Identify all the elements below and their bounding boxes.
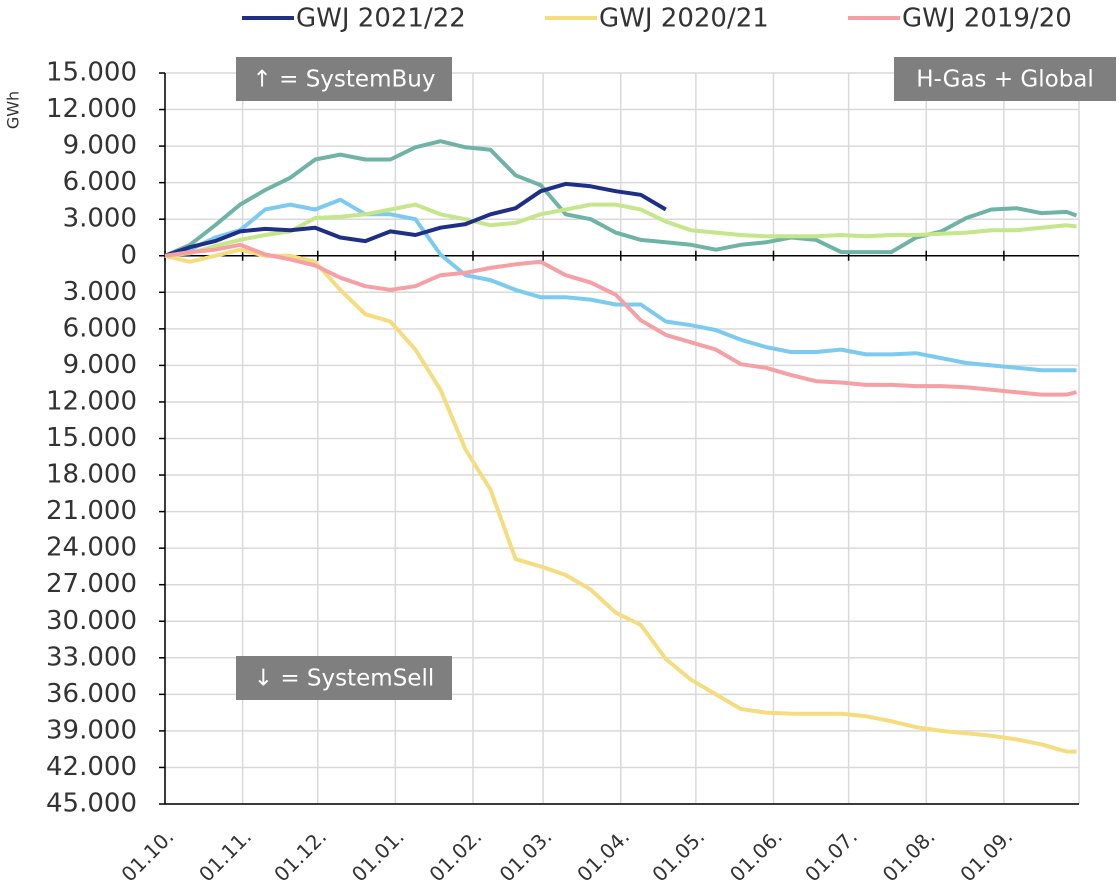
- x-tick-label: 01.02.: [424, 824, 486, 886]
- y-tick-label: 27.000: [46, 569, 137, 599]
- y-tick-label: 3.000: [63, 277, 137, 307]
- y-axis-label: GWh: [4, 91, 23, 129]
- x-tick-label: 01.07.: [800, 824, 862, 886]
- series-line: [164, 202, 1077, 258]
- y-tick-label: 21.000: [46, 496, 137, 526]
- legend-label: GWJ 2019/20: [902, 4, 1072, 34]
- y-tick-label: 24.000: [46, 533, 137, 563]
- y-tick-label: 9.000: [63, 350, 137, 380]
- y-tick-label: 39.000: [46, 715, 137, 745]
- legend-label: GWJ 2020/21: [599, 4, 769, 34]
- x-tick-label: 01.04.: [572, 824, 634, 886]
- y-tick-label: 3.000: [63, 204, 137, 234]
- series-line: [164, 197, 1077, 373]
- x-tick-label: 01.03.: [495, 824, 557, 886]
- x-tick-label: 01.10.: [116, 824, 178, 886]
- y-tick-label: 9.000: [63, 131, 137, 161]
- y-tick-label: 12.000: [46, 94, 137, 124]
- annotation-box: [236, 656, 452, 700]
- y-tick-label: 0: [120, 240, 137, 270]
- y-tick-label: 12.000: [46, 386, 137, 416]
- annotation: H-Gas + Global: [916, 67, 1094, 93]
- y-tick-label: 33.000: [46, 642, 137, 672]
- annotation-box: [236, 57, 452, 101]
- y-tick-label: 42.000: [46, 752, 137, 782]
- y-tick-label: 18.000: [46, 460, 137, 490]
- annotation: ↑ = SystemBuy: [253, 67, 436, 93]
- series-line: [164, 181, 667, 258]
- annotation: ↓ = SystemSell: [254, 666, 434, 692]
- y-tick-label: 6.000: [63, 313, 137, 343]
- y-tick-label: 30.000: [46, 606, 137, 636]
- series-line: [164, 242, 1077, 397]
- y-tick-label: 45.000: [46, 789, 137, 819]
- x-tick-label: 01.11.: [194, 824, 256, 886]
- x-tick-label: 01.05.: [647, 824, 709, 886]
- x-tick-label: 01.09.: [955, 824, 1017, 886]
- annotation-box: [894, 57, 1116, 101]
- x-tick-label: 01.08.: [878, 824, 940, 886]
- legend-label: GWJ 2021/22: [296, 4, 466, 34]
- x-tick-label: 01.01.: [347, 824, 409, 886]
- y-tick-label: 6.000: [63, 167, 137, 197]
- y-tick-label: 36.000: [46, 679, 137, 709]
- x-tick-label: 01.12.: [269, 824, 331, 886]
- x-tick-label: 01.06.: [725, 824, 787, 886]
- y-tick-label: 15.000: [46, 58, 137, 88]
- y-tick-label: 15.000: [46, 423, 137, 453]
